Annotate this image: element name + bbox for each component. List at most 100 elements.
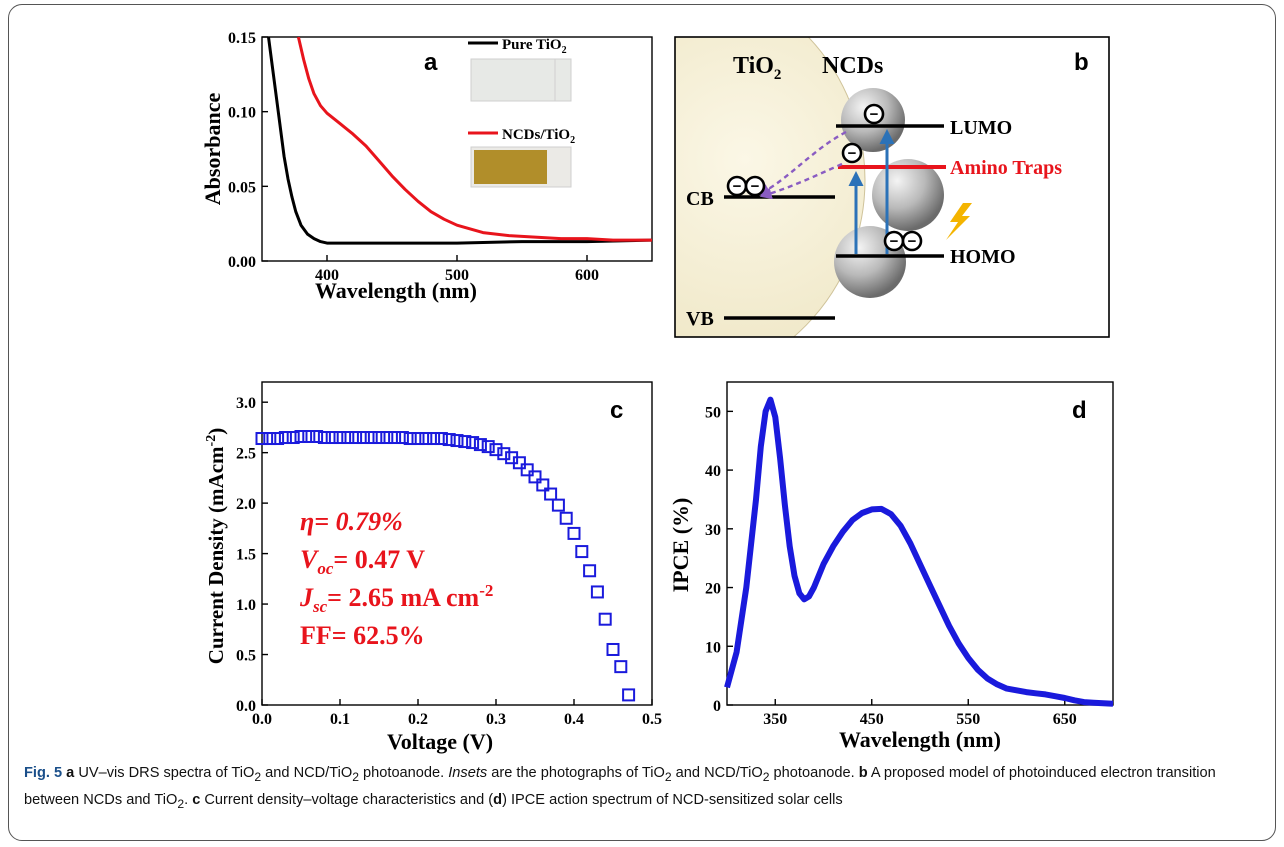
svg-text:−: −: [848, 145, 857, 162]
jv-point: [466, 436, 480, 450]
panel-c-ticks: 0.0 0.1 0.2 0.3 0.4 0.5 0.0 0.5 1.0 1.5 2.0 2.5 3.0: [236, 395, 662, 728]
jv-point: [380, 431, 394, 445]
panel-d-x-axis-title: Wavelength (nm): [839, 727, 1001, 752]
panel-a: 400 500 600 0.00 0.05 0.10 0.15 a Pure TiO2 NC…: [200, 30, 653, 303]
panel-c-metrics: η= 0.79% Voc= 0.47 V Jsc= 2.65 mA cm-2 F…: [299, 507, 493, 650]
inset-photo-pure-tio2: [470, 58, 572, 102]
svg-text:−: −: [751, 178, 760, 195]
caption-text: photoanode.: [769, 765, 859, 781]
hole-homo-1: −: [883, 230, 905, 252]
y-tick-label: 50: [705, 404, 721, 421]
light-icon: [946, 203, 972, 240]
caption-text: Current density–voltage characteristics …: [200, 791, 494, 808]
jv-point: [286, 431, 300, 445]
jv-point: [528, 470, 542, 484]
svg-text:−: −: [908, 233, 917, 250]
panel-d-letter: d: [1072, 397, 1087, 424]
jv-point: [325, 431, 339, 445]
panel-d-y-axis-title: IPCE (%): [668, 498, 693, 593]
legend-label-pure-tio2: Pure TiO2: [502, 37, 567, 56]
x-tick-label: 0.0: [252, 711, 272, 728]
x-tick-label: 500: [445, 267, 469, 284]
panel-a-series: [267, 37, 652, 245]
panel-d-ticks: 350 450 550 650 0 10 20 30 40 50: [705, 404, 1077, 728]
caption-letter-b: b: [858, 765, 868, 781]
x-tick-label: 350: [763, 711, 787, 728]
caption-figure-number: Fig. 5: [24, 765, 63, 781]
lumo-label: LUMO: [950, 117, 1012, 139]
jv-point: [372, 431, 386, 445]
jv-point: [271, 432, 285, 446]
jv-point: [278, 431, 292, 445]
y-tick-label: 10: [705, 639, 721, 656]
x-tick-label: 550: [956, 711, 980, 728]
series-line-ipce: [724, 396, 1114, 707]
jv-point: [349, 431, 363, 445]
y-tick-label: 0.15: [228, 30, 256, 47]
homo-label: HOMO: [950, 246, 1016, 268]
jv-point: [583, 564, 597, 578]
hole-homo-2: −: [901, 230, 923, 252]
jv-point: [622, 688, 636, 702]
panel-c-letter: c: [610, 397, 623, 424]
x-tick-label: 600: [575, 267, 599, 284]
caption-subscript: 2: [177, 796, 185, 811]
electron-cb-1: −: [726, 175, 748, 197]
jv-point: [442, 433, 456, 447]
x-tick-label: 0.2: [408, 711, 428, 728]
y-tick-label: 0.10: [228, 105, 256, 122]
x-tick-label: 0.1: [330, 711, 350, 728]
jv-point: [341, 431, 355, 445]
jv-point: [294, 430, 308, 444]
y-tick-label: 40: [705, 463, 721, 480]
metric-jsc: Jsc= 2.65 mA cm-2: [299, 581, 493, 616]
caption-text: and NCD/TiO: [261, 765, 353, 781]
y-tick-label: 30: [705, 522, 721, 539]
y-tick-label: 0: [713, 698, 721, 715]
jv-point: [536, 478, 550, 492]
electron-lumo: −: [863, 103, 885, 125]
caption-text: photoanode.: [358, 765, 449, 781]
jv-point: [450, 434, 464, 448]
figure-caption: Fig. 5 a UV–vis DRS spectra of TiO2 and …: [24, 762, 1264, 816]
jv-point: [575, 545, 589, 559]
electron-cb-2: −: [744, 175, 766, 197]
y-tick-label: 2.5: [236, 446, 256, 463]
svg-text:−: −: [870, 106, 879, 123]
jv-point: [403, 432, 417, 446]
jv-point: [310, 430, 324, 444]
caption-text: A proposed model of photoinduced electro…: [24, 765, 1216, 808]
caption-letter-c: c: [192, 791, 201, 808]
panel-c: 0.0 0.1 0.2 0.3 0.4 0.50.00.51.01.52.02.53.0 …: [204, 381, 662, 754]
caption-text: and NCD/TiO: [671, 765, 763, 781]
series-line-pure-tio2: [267, 37, 652, 245]
svg-text:−: −: [890, 233, 899, 250]
panel-d: 350 450 550 650 0 10 20 30 40 50 d Wavelength (nm…: [668, 381, 1114, 752]
injection-arrow-from-lumo: [757, 130, 847, 196]
y-tick-label: 0.00: [228, 254, 256, 271]
jv-point: [512, 456, 526, 470]
x-tick-label: 0.4: [564, 711, 584, 728]
jv-point: [434, 432, 448, 446]
y-tick-label: 1.5: [236, 547, 256, 564]
panel-d-series: [724, 396, 1114, 707]
panel-d-axes-frame: [726, 381, 1114, 706]
caption-text: ) IPCE action spectrum of NCD-sensitized…: [502, 791, 843, 808]
svg-text:−: −: [733, 178, 742, 195]
jv-point: [427, 432, 441, 446]
jv-point: [544, 487, 558, 501]
jv-point: [473, 438, 487, 452]
panel-c-axes-frame: [261, 381, 653, 706]
metric-ff: FF= 62.5%: [300, 621, 425, 650]
caption-subscript: 2: [664, 769, 672, 784]
jv-point: [481, 440, 495, 454]
y-tick-label: 0.0: [236, 698, 256, 715]
panel-b-letter: b: [1074, 49, 1089, 76]
caption-subscript: 2: [352, 769, 359, 784]
panel-a-ticks: 400 500 600 0.00 0.05 0.10 0.15: [228, 30, 599, 284]
jv-point: [302, 430, 316, 444]
y-tick-label: 1.0: [236, 597, 256, 614]
jv-point: [598, 612, 612, 626]
caption-text: UV–vis DRS spectra of TiO: [74, 765, 255, 781]
